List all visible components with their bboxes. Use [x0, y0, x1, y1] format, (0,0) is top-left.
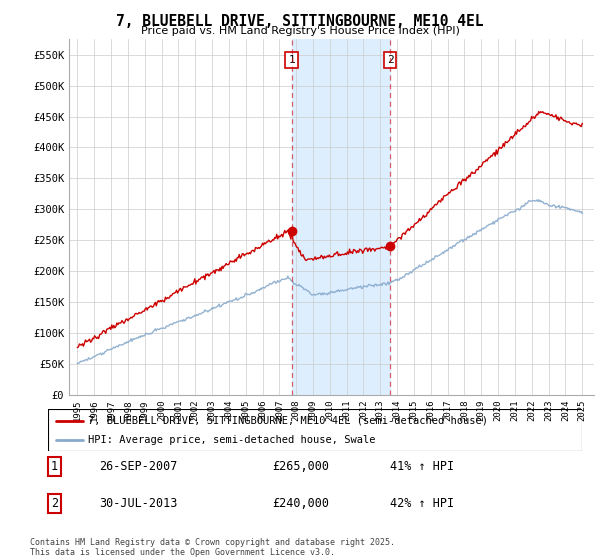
Text: 1: 1: [288, 55, 295, 65]
Text: 7, BLUEBELL DRIVE, SITTINGBOURNE, ME10 4EL (semi-detached house): 7, BLUEBELL DRIVE, SITTINGBOURNE, ME10 4…: [88, 416, 488, 426]
Bar: [292, 39, 390, 395]
Text: 7, BLUEBELL DRIVE, SITTINGBOURNE, ME10 4EL: 7, BLUEBELL DRIVE, SITTINGBOURNE, ME10 4…: [116, 14, 484, 29]
Text: £240,000: £240,000: [272, 497, 329, 510]
Text: 26-SEP-2007: 26-SEP-2007: [99, 460, 177, 473]
Text: 41% ↑ HPI: 41% ↑ HPI: [390, 460, 454, 473]
Text: 2: 2: [386, 55, 394, 65]
Text: HPI: Average price, semi-detached house, Swale: HPI: Average price, semi-detached house,…: [88, 435, 376, 445]
Text: 30-JUL-2013: 30-JUL-2013: [99, 497, 177, 510]
Text: Contains HM Land Registry data © Crown copyright and database right 2025.
This d: Contains HM Land Registry data © Crown c…: [30, 538, 395, 557]
Text: Price paid vs. HM Land Registry's House Price Index (HPI): Price paid vs. HM Land Registry's House …: [140, 26, 460, 36]
Text: £265,000: £265,000: [272, 460, 329, 473]
Text: 1: 1: [50, 460, 58, 473]
Text: 2: 2: [50, 497, 58, 510]
Text: 42% ↑ HPI: 42% ↑ HPI: [390, 497, 454, 510]
